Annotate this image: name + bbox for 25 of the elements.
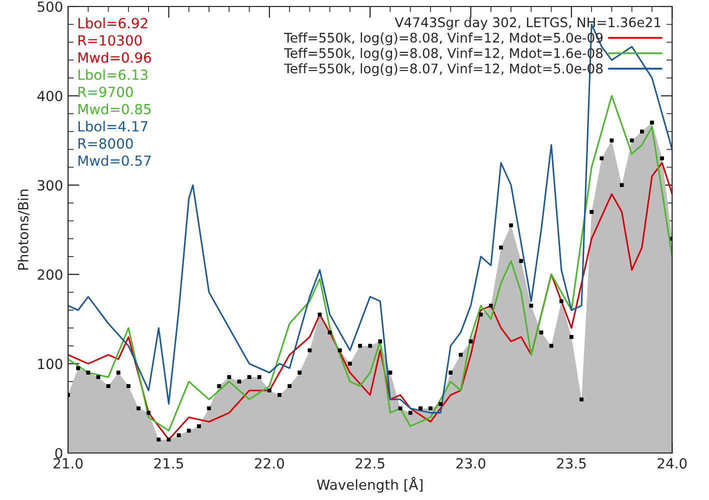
- x-tick-label: 22.0: [254, 458, 284, 469]
- y-tick-label: 300: [38, 180, 62, 191]
- annotation: R=8000: [78, 138, 133, 149]
- annotation: Lbol=4.17: [78, 120, 148, 132]
- x-tick-label: 23.0: [456, 458, 486, 469]
- annotation: Lbol=6.13: [78, 69, 148, 80]
- y-tick-label: 400: [37, 90, 62, 102]
- y-tick-label: 200: [38, 269, 62, 280]
- x-tick-label: 23.5: [557, 458, 586, 469]
- x-tick-label: 21.0: [54, 458, 83, 469]
- annotation: R=9700: [78, 86, 133, 98]
- annotation: Mwd=0.85: [78, 104, 151, 114]
- legend-title: V4743Sgr day 302, LETGS, NH=1.36e21: [394, 17, 660, 30]
- annotation: Mwd=0.57: [78, 155, 151, 166]
- x-tick-label: 24.0: [658, 458, 687, 469]
- y-tick-label: 0: [55, 448, 62, 458]
- annotation: Mwd=0.96: [78, 52, 151, 63]
- x-axis-title: Wavelength [Å]: [316, 476, 422, 493]
- y-axis-title: Photons/Bin: [18, 190, 30, 270]
- x-tick-label: 21.5: [154, 458, 183, 469]
- x-tick-label: 22.5: [356, 458, 384, 469]
- y-tick-label: 100: [38, 358, 62, 370]
- annotation: Lbol=6.92: [78, 18, 148, 28]
- y-tick-label: 500: [38, 1, 62, 12]
- annotation: R=10300: [78, 35, 142, 46]
